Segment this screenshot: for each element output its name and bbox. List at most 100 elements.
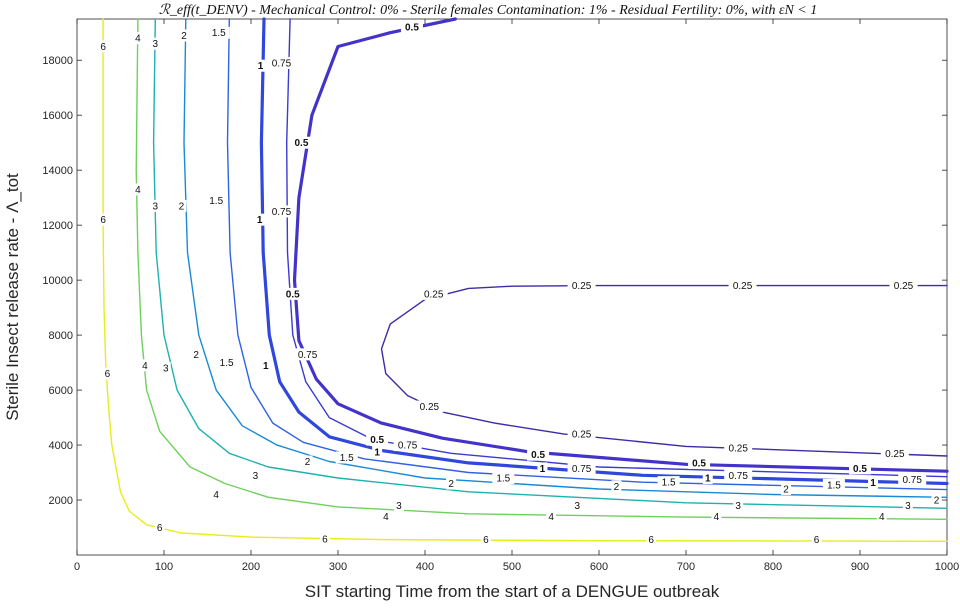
contour-label-bg xyxy=(567,279,596,292)
contour-label-bg xyxy=(98,40,109,53)
contour-label: 0.25 xyxy=(420,402,440,413)
y-axis: 2000 4000 6000 8000 10000 12000 14000 16000 1800… xyxy=(42,55,947,507)
contour-label: 1 xyxy=(257,215,263,226)
contour-label-bg xyxy=(567,462,596,475)
contour-label-bg xyxy=(646,533,657,546)
contour-label: 3 xyxy=(163,364,169,375)
contour-line-4 xyxy=(135,18,948,520)
contour-label: 1.5 xyxy=(662,478,676,489)
contour-label-bg xyxy=(393,499,404,512)
contour-label-bg xyxy=(267,56,296,69)
contour-label: 2 xyxy=(193,350,199,361)
x-tick-label: 700 xyxy=(677,561,695,573)
contour-label-bg xyxy=(822,478,845,491)
contour-label-bg xyxy=(537,462,548,475)
contour-label: 0.5 xyxy=(286,289,300,300)
contour-label: 0.75 xyxy=(572,464,592,475)
contour-label-bg xyxy=(372,445,383,458)
x-axis-label: SIT starting Time from the start of a DE… xyxy=(305,582,720,601)
contour-line-3 xyxy=(152,18,948,509)
x-tick-label: 600 xyxy=(590,561,608,573)
contour-label-bg xyxy=(260,359,271,372)
contour-label: 1 xyxy=(258,61,264,72)
contour-label: 6 xyxy=(322,535,328,546)
contour-label-bg xyxy=(302,455,313,468)
x-tick-label: 300 xyxy=(329,561,347,573)
contour-label: 2 xyxy=(614,482,620,493)
contour-label: 2 xyxy=(783,485,789,496)
contour-label-bg xyxy=(811,533,822,546)
contour-label: 4 xyxy=(383,512,389,523)
contour-label: 4 xyxy=(879,512,885,523)
y-tick-label: 14000 xyxy=(42,165,73,177)
contour-label: 4 xyxy=(213,490,219,501)
contour-label: 3 xyxy=(153,201,159,212)
contour-label: 2 xyxy=(305,457,311,468)
y-tick-label: 2000 xyxy=(49,495,73,507)
x-tick-label: 0 xyxy=(74,561,80,573)
contour-label-bg xyxy=(880,447,909,460)
contour-label: 0.5 xyxy=(405,23,419,34)
contour-label: 0.25 xyxy=(728,443,748,454)
contour-label-bg xyxy=(931,494,942,507)
contour-line-6 xyxy=(102,18,948,542)
contour-label: 1.5 xyxy=(209,196,223,207)
y-tick-label: 12000 xyxy=(42,220,73,232)
contour-label-bg xyxy=(876,510,887,523)
contour-label: 0.25 xyxy=(572,430,592,441)
contour-label: 0.5 xyxy=(370,435,384,446)
x-tick-label: 400 xyxy=(416,561,434,573)
contour-label-bg xyxy=(366,433,389,446)
contour-label-bg xyxy=(889,279,918,292)
contour-label: 0.75 xyxy=(272,207,292,218)
contour-label-bg xyxy=(207,26,230,39)
contour-label-bg xyxy=(250,469,261,482)
contour-label: 0.75 xyxy=(298,350,318,361)
contour-label: 0.75 xyxy=(272,58,292,69)
x-axis: 0 100 200 300 400 500 600 700 800 900 1000 xyxy=(74,19,959,573)
contour-label: 2 xyxy=(934,496,940,507)
contour-line-2 xyxy=(183,18,948,498)
contour-label-bg xyxy=(215,356,238,369)
contour-label-bg xyxy=(205,194,228,207)
contour-label: 1 xyxy=(263,361,269,372)
contour-label: 3 xyxy=(735,501,741,512)
contour-label-bg xyxy=(191,348,202,361)
contour-label-bg xyxy=(492,472,515,485)
contour-label-bg xyxy=(781,483,792,496)
y-tick-label: 10000 xyxy=(42,275,73,287)
y-axis-label: Sterile Insect release rate - Λ_tot xyxy=(3,173,22,421)
contour-label-bg xyxy=(711,510,722,523)
contour-label: 0.5 xyxy=(853,464,867,475)
contour-label: 1 xyxy=(705,474,711,485)
contour-label: 1.5 xyxy=(340,453,354,464)
contour-label-bg xyxy=(255,59,266,72)
contour-label: 6 xyxy=(105,369,111,380)
contour-label-bg xyxy=(400,21,423,34)
contour-label: 0.25 xyxy=(424,289,444,300)
contour-label-bg xyxy=(160,362,171,375)
contour-label: 6 xyxy=(814,535,820,546)
contour-line-0.75 xyxy=(286,18,948,478)
x-tick-label: 200 xyxy=(242,561,260,573)
contour-label: 1 xyxy=(870,478,876,489)
y-tick-label: 16000 xyxy=(42,110,73,122)
contour-label: 1.5 xyxy=(827,480,841,491)
contour-label: 3 xyxy=(396,501,402,512)
contour-label: 0.75 xyxy=(902,475,922,486)
y-tick-label: 6000 xyxy=(49,385,73,397)
x-tick-label: 900 xyxy=(851,561,869,573)
contour-label-bg xyxy=(211,488,222,501)
contour-label: 4 xyxy=(714,512,720,523)
contour-label: 6 xyxy=(483,535,489,546)
chart-title: ℛ_eff(t_DENV) - Mechanical Control: 0% -… xyxy=(159,3,818,18)
contour-label-bg xyxy=(446,477,457,490)
contour-label-bg xyxy=(572,499,583,512)
contour-label-bg xyxy=(380,510,391,523)
contour-label-bg xyxy=(154,521,165,534)
contour-label-bg xyxy=(98,213,109,226)
contour-label-bg xyxy=(415,400,444,413)
contour-label: 0.5 xyxy=(531,450,545,461)
contour-label: 1 xyxy=(540,464,546,475)
